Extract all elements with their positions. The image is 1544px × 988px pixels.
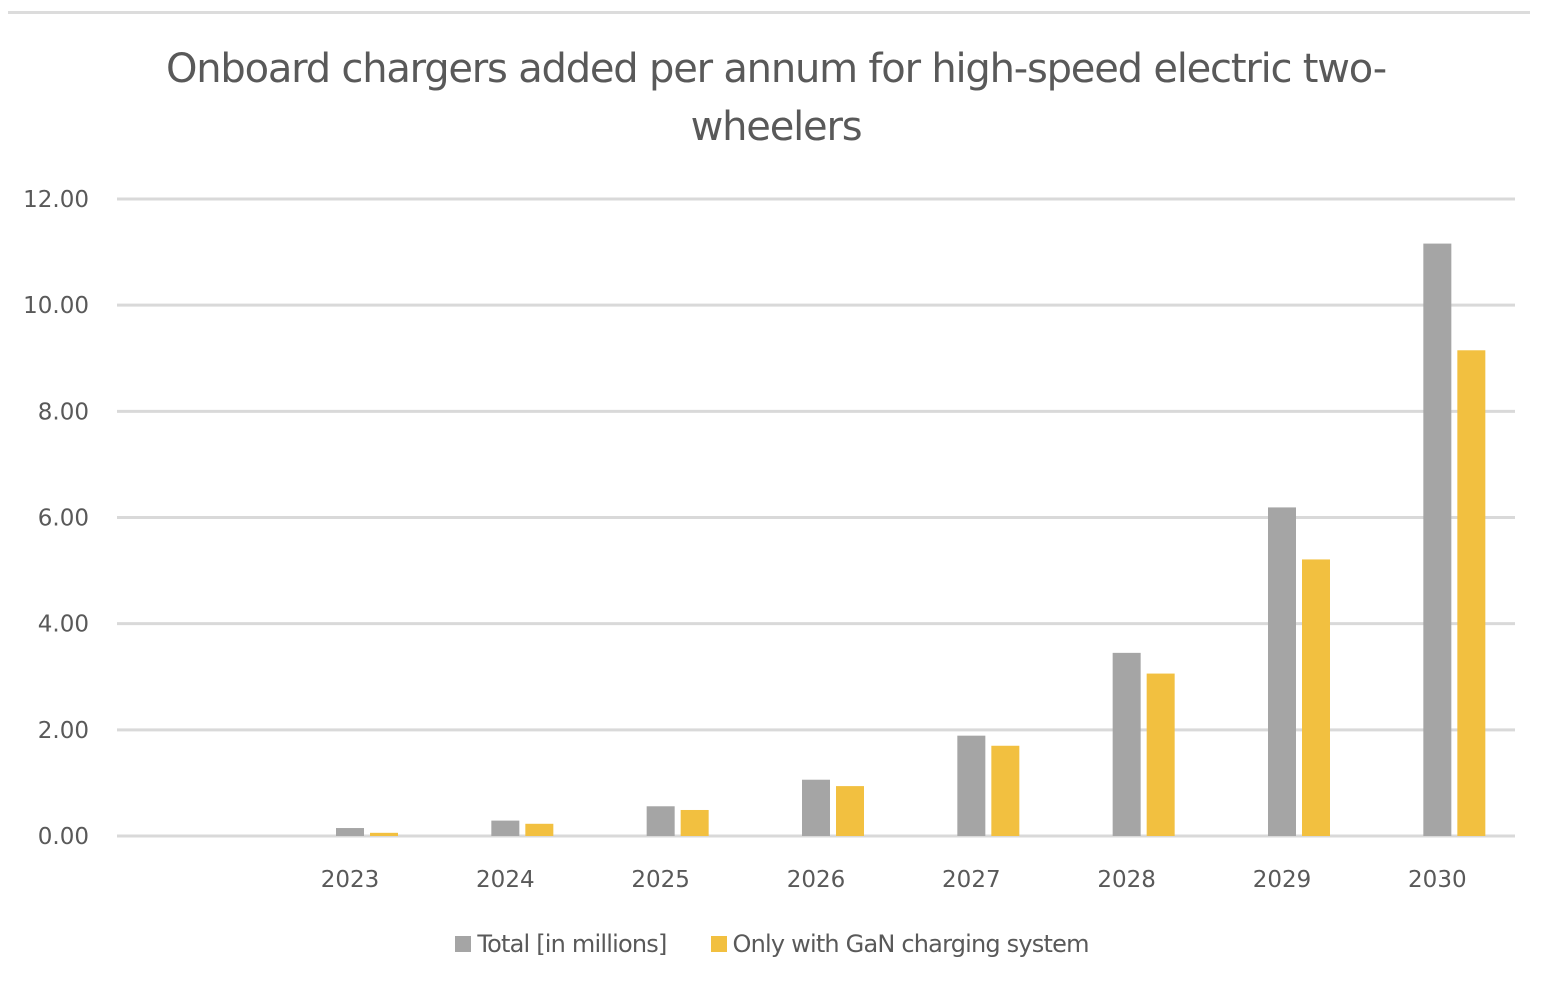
x-tick-label: 2030	[1408, 867, 1467, 893]
x-tick-label: 2026	[787, 867, 846, 893]
bars	[336, 243, 1486, 837]
bar-total-2024	[491, 820, 520, 836]
bar-gan-2029	[1302, 559, 1330, 836]
y-tick-label: 10.00	[23, 293, 89, 319]
bar-total-2027	[957, 735, 986, 836]
y-tick-label: 0.00	[38, 824, 89, 850]
bar-gan-2028	[1146, 673, 1175, 836]
y-tick-label: 8.00	[38, 399, 89, 425]
bar-total-2026	[802, 779, 830, 836]
y-tick-label: 12.00	[23, 187, 89, 213]
top-divider	[8, 11, 1530, 14]
x-tick-label: 2023	[321, 867, 380, 893]
x-tick-label: 2025	[631, 867, 690, 893]
bar-total-2023	[336, 828, 364, 836]
y-axis-tick-labels: 0.00 2.00 4.00 6.00 8.00 10.00 12.00	[23, 187, 89, 850]
legend-label-total: Total [in millions]	[477, 930, 667, 958]
legend-swatch-total	[455, 936, 472, 952]
bar-total-2025	[646, 806, 675, 836]
y-tick-label: 6.00	[38, 506, 89, 532]
x-axis-tick-labels: 2023 2024 2025 2026 2027 2028 2029 2030	[321, 867, 1467, 893]
bar-gan-2025	[680, 809, 709, 836]
bar-gan-2024	[525, 823, 554, 836]
y-tick-label: 4.00	[38, 612, 89, 638]
chart-title-line-2: wheelers	[690, 104, 863, 150]
x-tick-label: 2029	[1253, 867, 1312, 893]
legend: Total [in millions] Only with GaN chargi…	[0, 930, 1544, 958]
legend-item-gan: Only with GaN charging system	[710, 930, 1090, 958]
x-tick-label: 2027	[942, 867, 1001, 893]
bar-total-2030	[1423, 243, 1452, 837]
bar-gan-2023	[370, 832, 398, 836]
x-tick-label: 2028	[1097, 867, 1156, 893]
y-tick-label: 2.00	[38, 718, 89, 744]
bar-total-2028	[1112, 652, 1141, 836]
chart-title-line-1: Onboard chargers added per annum for hig…	[165, 46, 1387, 92]
chart-title: Onboard chargers added per annum for hig…	[0, 40, 1544, 156]
x-tick-label: 2024	[476, 867, 535, 893]
legend-swatch-gan	[710, 936, 727, 952]
bar-gan-2026	[836, 786, 864, 836]
legend-label-gan: Only with GaN charging system	[732, 930, 1090, 958]
bar-total-2029	[1268, 507, 1296, 836]
bar-gan-2030	[1457, 350, 1486, 836]
bar-gan-2027	[991, 745, 1020, 836]
legend-item-total: Total [in millions]	[455, 930, 667, 958]
